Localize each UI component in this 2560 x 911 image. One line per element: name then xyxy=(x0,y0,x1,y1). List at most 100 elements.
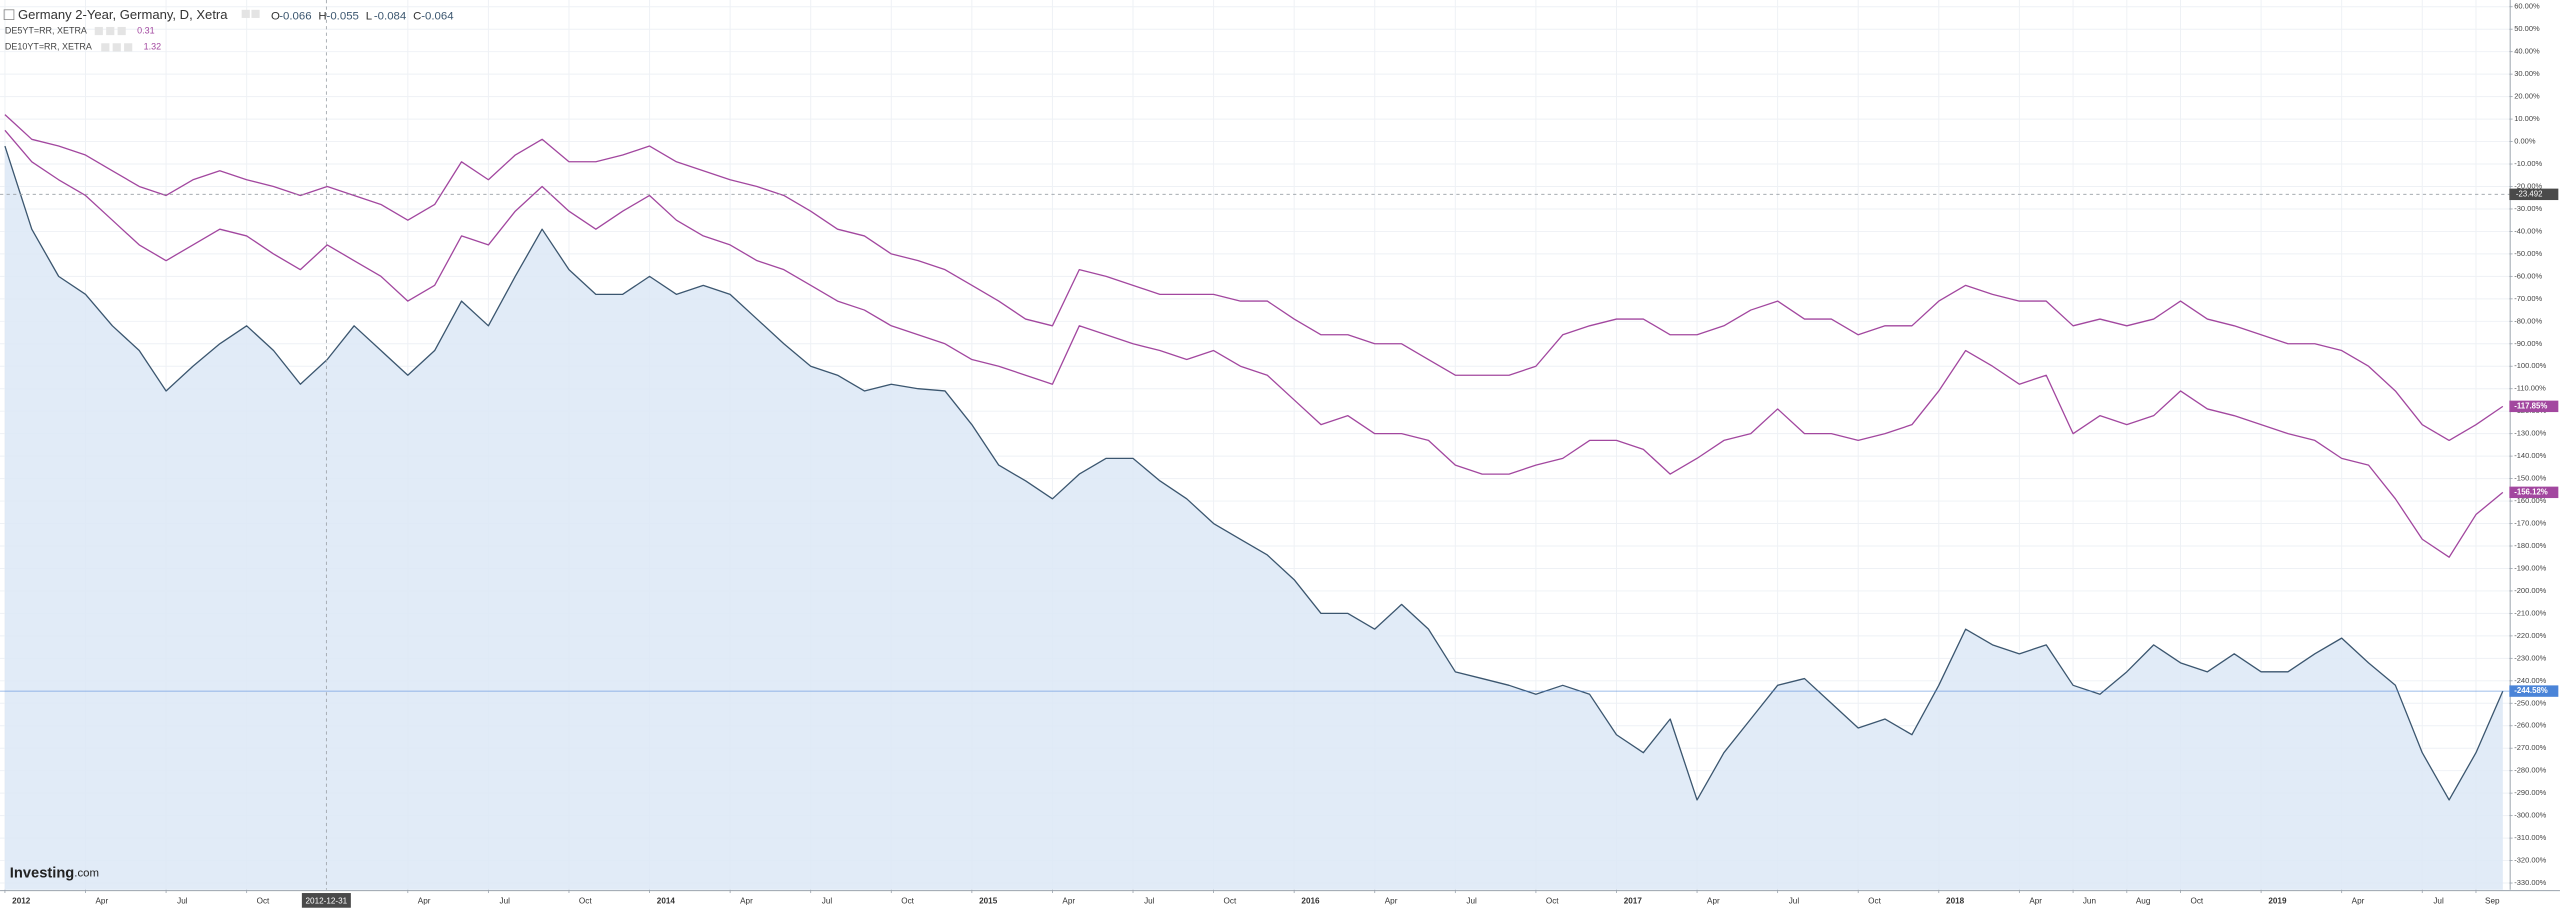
ohlc-label: H xyxy=(318,10,326,22)
y-tick-label: -150.00% xyxy=(2514,474,2546,483)
y-tick-label: 50.00% xyxy=(2514,24,2540,33)
y-tick-label: -240.00% xyxy=(2514,676,2546,685)
y-tick-label: 0.00% xyxy=(2514,137,2536,146)
x-tick-label: 2012 xyxy=(12,896,31,905)
y-tick-label: -250.00% xyxy=(2514,698,2546,707)
x-tick-label: Oct xyxy=(257,896,270,905)
x-tick-label: Aug xyxy=(2136,896,2151,905)
crosshair-y-badge xyxy=(2509,188,2559,201)
y-tick-label: -210.00% xyxy=(2514,608,2546,617)
x-tick-label: Apr xyxy=(2352,896,2365,905)
crosshair-y-label: -23.492 xyxy=(2516,189,2543,198)
legend-icon[interactable] xyxy=(94,26,103,36)
legend-icon[interactable] xyxy=(112,43,121,52)
x-tick-label: Oct xyxy=(1546,896,1559,905)
value-badge xyxy=(2509,685,2559,697)
chart-title: Germany 2-Year, Germany, D, Xetra xyxy=(18,7,228,22)
y-tick-label: -10.00% xyxy=(2514,159,2542,168)
y-tick-label: -230.00% xyxy=(2514,653,2546,662)
x-tick-label: Apr xyxy=(1385,896,1398,905)
y-tick-label: -70.00% xyxy=(2514,294,2542,303)
x-tick-label: 2014 xyxy=(657,896,676,905)
area xyxy=(4,146,2503,890)
y-tick-label: 10.00% xyxy=(2514,114,2540,123)
y-tick-label: -20.00% xyxy=(2514,181,2542,190)
legend-value: 1.32 xyxy=(144,42,161,52)
x-tick-label: Apr xyxy=(1707,896,1720,905)
legend-value: 0.31 xyxy=(137,25,154,35)
ohlc-value: -0.055 xyxy=(327,10,359,22)
x-tick-label: Oct xyxy=(2190,896,2203,905)
line xyxy=(4,145,2504,801)
y-tick-label: -60.00% xyxy=(2514,271,2542,280)
value-badge xyxy=(2509,486,2559,499)
ohlc-label: C xyxy=(413,10,421,22)
ohlc-label: O xyxy=(271,10,280,22)
legend-icon[interactable] xyxy=(106,26,115,36)
y-tick-label: -280.00% xyxy=(2514,766,2546,775)
x-tick-label: Sep xyxy=(2485,896,2500,905)
settings-icon[interactable] xyxy=(241,9,250,18)
collapse-icon[interactable] xyxy=(3,9,15,20)
axes: 60.00% 50.00% 40.00% 30.00% 20.00% 10.00% 0.00… xyxy=(4,2,2559,908)
x-tick-label: Oct xyxy=(1224,896,1237,905)
x-tick-label: 2018 xyxy=(1946,896,1965,905)
y-tick-label: -270.00% xyxy=(2514,743,2546,752)
x-tick-label: Jul xyxy=(177,896,188,905)
x-tick-label: Jul xyxy=(499,896,510,905)
settings-icon[interactable] xyxy=(251,9,260,18)
y-tick-label: -200.00% xyxy=(2514,586,2546,595)
x-tick-label: 2017 xyxy=(1624,896,1643,905)
y-tick-label: -80.00% xyxy=(2514,316,2542,325)
x-tick-label: Jul xyxy=(2433,896,2444,905)
y-tick-label: -50.00% xyxy=(2514,249,2542,258)
y-tick-label: -260.00% xyxy=(2514,721,2546,730)
y-tick-label: 40.00% xyxy=(2514,47,2540,56)
x-tick-label: Apr xyxy=(95,896,108,905)
y-tick-label: -140.00% xyxy=(2514,451,2546,460)
x-tick-label: Apr xyxy=(418,896,431,905)
x-tick-label: Oct xyxy=(901,896,914,905)
x-tick-label: Apr xyxy=(740,896,753,905)
crosshair-x-badge xyxy=(301,893,351,908)
y-tick-label: -320.00% xyxy=(2514,856,2546,865)
y-tick-label: -100.00% xyxy=(2514,361,2546,370)
y-tick-label: -30.00% xyxy=(2514,204,2542,213)
value-badge-label: -244.58% xyxy=(2514,686,2548,695)
legend-icon[interactable] xyxy=(101,43,110,52)
y-tick-label: 20.00% xyxy=(2514,92,2540,101)
legend-icon[interactable] xyxy=(117,26,126,36)
ohlc: O -0.066 H -0.055 L -0.084 C -0.064 xyxy=(271,10,454,22)
y-tick-label: -90.00% xyxy=(2514,339,2542,348)
x-tick-label: Jul xyxy=(1144,896,1155,905)
x-tick-label: Apr xyxy=(2029,896,2042,905)
x-tick-label: 2019 xyxy=(2268,896,2287,905)
y-tick-label: -300.00% xyxy=(2514,811,2546,820)
x-tick-label: Apr xyxy=(1062,896,1075,905)
y-tick-label: -190.00% xyxy=(2514,563,2546,572)
plot xyxy=(4,114,2504,890)
x-tick-label: Jun xyxy=(2083,896,2096,905)
value-badge-label: -117.85% xyxy=(2514,401,2547,410)
y-tick-label: -290.00% xyxy=(2514,788,2546,797)
line xyxy=(4,114,2504,442)
legend-icon[interactable] xyxy=(124,43,133,52)
ohlc-value: -0.084 xyxy=(374,10,407,22)
ohlc-value: -0.064 xyxy=(421,10,454,22)
y-tick-label: -310.00% xyxy=(2514,833,2546,842)
legend-name: DE5YT=RR, XETRA xyxy=(5,25,87,35)
legend-name: DE10YT=RR, XETRA xyxy=(5,42,92,52)
brand-name: Investing xyxy=(10,865,74,881)
overlay xyxy=(0,0,2510,890)
brand: Investing.com xyxy=(10,865,99,881)
y-tick-label: -130.00% xyxy=(2514,429,2546,438)
y-tick-label: -160.00% xyxy=(2514,496,2546,505)
x-tick-label: Oct xyxy=(579,896,592,905)
x-tick-label: 2015 xyxy=(979,896,998,905)
ohlc-value: -0.066 xyxy=(279,10,311,22)
ohlc-label: L xyxy=(366,10,372,22)
x-tick-label: Oct xyxy=(1868,896,1881,905)
line xyxy=(4,129,2504,558)
value-badge xyxy=(2509,400,2559,413)
